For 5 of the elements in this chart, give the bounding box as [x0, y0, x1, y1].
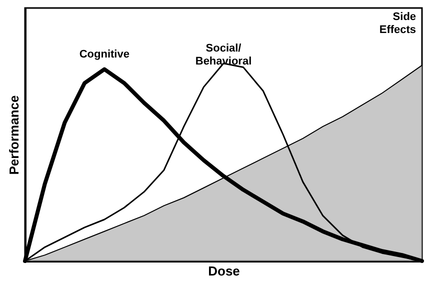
y-axis-title: Performance	[6, 95, 22, 175]
x-axis-title: Dose	[208, 264, 240, 278]
series-label: Social/ Behavioral	[195, 42, 252, 68]
text: Side Effects	[379, 10, 416, 36]
series-label: Cognitive	[79, 48, 130, 60]
